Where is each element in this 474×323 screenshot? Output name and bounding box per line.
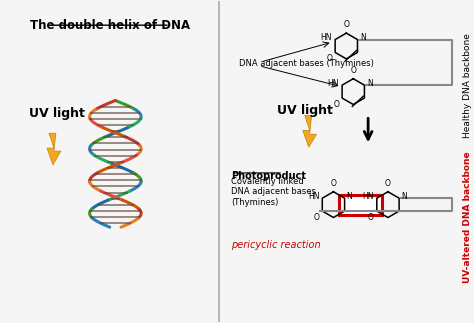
Text: UV-altered DNA backbone: UV-altered DNA backbone [463,152,472,283]
Text: UV light: UV light [277,104,333,117]
Polygon shape [47,133,61,165]
Text: HN: HN [328,79,339,88]
Text: HN: HN [308,192,319,201]
Text: O: O [350,66,356,75]
Text: HN: HN [321,33,332,42]
Text: O: O [326,55,332,63]
Text: HN: HN [362,192,374,201]
Text: UV light: UV light [29,107,85,120]
Text: O: O [330,179,337,188]
Text: N: N [360,33,366,42]
Text: O: O [333,100,339,109]
Text: O: O [385,179,391,188]
Text: Healthy DNA backbone: Healthy DNA backbone [463,33,472,138]
Text: O: O [313,213,319,222]
Text: pericyclic reaction: pericyclic reaction [231,240,321,250]
Text: N: N [401,192,407,201]
Text: Photoproduct: Photoproduct [231,171,306,181]
Text: N: N [367,79,373,88]
Text: Covalently linked
DNA adjacent bases
(Thymines): Covalently linked DNA adjacent bases (Th… [231,177,316,207]
Text: N: N [346,192,352,201]
Text: O: O [343,20,349,29]
Bar [339,195,382,214]
Polygon shape [303,115,317,147]
Text: The double helix of DNA: The double helix of DNA [30,19,191,32]
Text: DNA adjacent bases (Thymines): DNA adjacent bases (Thymines) [239,59,374,68]
Text: O: O [368,213,374,222]
